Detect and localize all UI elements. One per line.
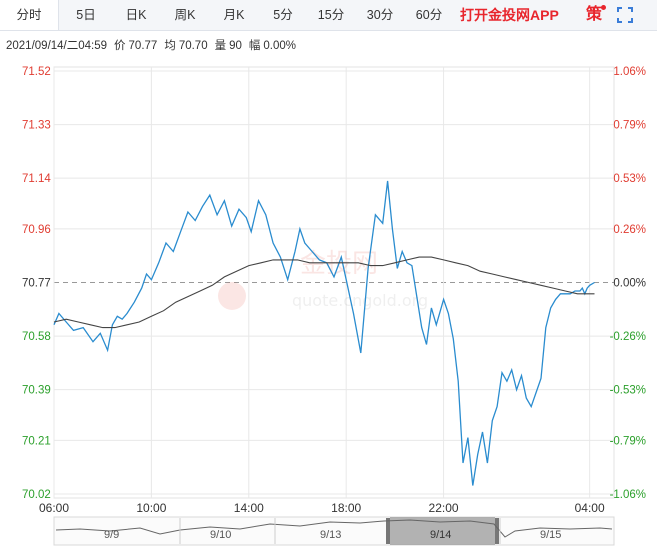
y-tick-label-right: -0.26%	[610, 331, 646, 343]
strategy-button[interactable]: 策	[586, 6, 603, 23]
notification-dot-icon	[601, 5, 606, 10]
navigator-day-label: 9/15	[540, 529, 561, 541]
x-tick-label: 04:00	[575, 501, 605, 515]
navigator-day-label: 9/10	[210, 529, 231, 541]
y-tick-label-left: 70.77	[22, 278, 51, 290]
navigator-day-label: 9/14	[430, 529, 451, 541]
tab-5min[interactable]: 5分	[273, 8, 293, 22]
tab-5day[interactable]: 5日	[76, 8, 96, 22]
x-tick-label: 10:00	[136, 501, 166, 515]
navigator-overview-line	[55, 519, 613, 538]
x-tick-label: 06:00	[39, 501, 69, 515]
info-price-label: 价	[114, 40, 126, 52]
x-tick-label: 18:00	[331, 501, 361, 515]
info-datetime: 2021/09/14/二04:59	[6, 40, 108, 52]
y-tick-label-right: 0.00%	[613, 278, 646, 290]
price-line	[53, 180, 595, 486]
tab-30min[interactable]: 30分	[366, 8, 394, 22]
tab-intraday[interactable]: 分时	[0, 0, 59, 30]
y-tick-label-right: 0.79%	[613, 120, 646, 132]
y-tick-label-left: 70.58	[22, 331, 51, 343]
grid-layer	[53, 66, 615, 499]
y-tick-label-right: -1.06%	[610, 489, 646, 501]
y-tick-label-left: 70.02	[22, 489, 51, 501]
y-tick-label-left: 70.39	[22, 385, 51, 397]
y-tick-label-right: 0.53%	[613, 173, 646, 185]
info-change: 0.00%	[263, 40, 296, 52]
y-tick-label-left: 71.14	[22, 173, 51, 185]
tab-monthly-k[interactable]: 月K	[223, 8, 245, 22]
quote-info-bar: 2021/09/14/二04:59 价 70.77 均 70.70 量 90 幅 0.00%	[6, 37, 303, 53]
x-tick-label: 22:00	[429, 501, 459, 515]
info-volume: 90	[229, 40, 242, 52]
series-layer	[53, 180, 595, 486]
y-tick-label-left: 70.96	[22, 224, 51, 236]
y-tick-label-right: 0.26%	[613, 224, 646, 236]
watermark-url: quote.cngold.org	[292, 291, 428, 310]
y-tick-label-left: 71.52	[22, 66, 51, 78]
y-tick-label-right: 1.06%	[613, 66, 646, 78]
open-app-link[interactable]: 打开金投网APP	[460, 7, 559, 23]
info-change-label: 幅	[248, 40, 261, 52]
info-volume-label: 量	[214, 40, 227, 52]
navigator-left-handle[interactable]	[386, 518, 390, 544]
fullscreen-expand-icon[interactable]	[617, 7, 633, 23]
y-tick-label-right: -0.79%	[610, 435, 646, 447]
y-tick-label-right: -0.53%	[610, 385, 646, 397]
tab-daily-k[interactable]: 日K	[125, 8, 147, 22]
y-tick-label-left: 71.33	[22, 120, 51, 132]
axis-labels: 71.52 1.06% 71.33 0.79% 71.14 0.53% 70.96 0.26%…	[22, 66, 646, 515]
navigator-track	[53, 516, 615, 546]
navigator-right-handle[interactable]	[495, 518, 499, 544]
x-tick-label: 14:00	[234, 501, 264, 515]
y-tick-label-left: 70.21	[22, 435, 51, 447]
tab-60min[interactable]: 60分	[415, 8, 443, 22]
period-tab-bar: 分时 5日 日K 周K 月K 5分 15分 30分 60分 打开金投网APP 策	[0, 0, 657, 31]
average-line	[53, 256, 595, 329]
info-price: 70.77	[128, 40, 158, 52]
info-avg: 70.70	[178, 40, 208, 52]
watermark-logo-icon	[218, 282, 246, 310]
info-avg-label: 均	[164, 40, 176, 52]
navigator-day-label: 9/13	[320, 529, 341, 541]
tab-15min[interactable]: 15分	[317, 8, 345, 22]
tab-weekly-k[interactable]: 周K	[174, 8, 196, 22]
navigator-day-label: 9/9	[104, 529, 119, 541]
